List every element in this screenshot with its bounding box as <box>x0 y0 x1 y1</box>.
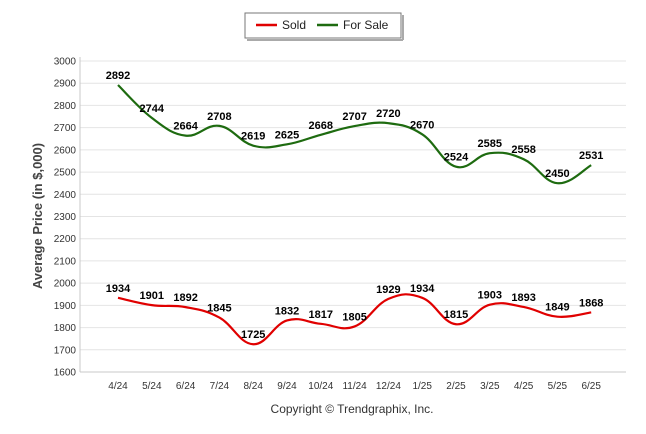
data-label-for-sale: 2558 <box>511 144 535 156</box>
data-label-sold: 1929 <box>376 284 400 296</box>
x-tick-label: 4/24 <box>108 381 128 392</box>
x-tick-label: 10/24 <box>308 381 333 392</box>
data-label-for-sale: 2744 <box>140 103 165 115</box>
data-label-sold: 1868 <box>579 297 603 309</box>
data-label-for-sale: 2670 <box>410 119 434 131</box>
data-label-for-sale: 2531 <box>579 150 603 162</box>
axes: 1600 1700 1800 1900 2000 2100 2200 2300 2400 2500… <box>54 57 626 392</box>
data-label-for-sale: 2619 <box>241 131 265 143</box>
x-tick-label: 9/24 <box>277 381 297 392</box>
y-tick-label: 1900 <box>54 301 77 312</box>
x-tick-label: 5/24 <box>142 381 162 392</box>
data-label-for-sale: 2524 <box>444 152 469 164</box>
data-label-sold: 1832 <box>275 305 299 317</box>
x-tick-label: 6/24 <box>176 381 196 392</box>
data-label-for-sale: 2668 <box>309 120 333 132</box>
y-tick-label: 2300 <box>54 212 77 223</box>
series-line-for-sale <box>117 84 592 185</box>
data-label-for-sale: 2664 <box>173 121 198 133</box>
x-tick-label: 7/24 <box>210 381 230 392</box>
y-axis-label: Average Price (in $,000) <box>30 143 45 289</box>
data-label-sold: 1934 <box>410 283 435 295</box>
data-labels: 1934 1901 1892 1845 1725 1832 1817 1805 1929 1934… <box>106 70 604 341</box>
x-tick-label: 5/25 <box>548 381 568 392</box>
x-tick-label: 4/25 <box>514 381 534 392</box>
data-label-sold: 1892 <box>173 292 197 304</box>
y-tick-label: 2400 <box>54 190 77 201</box>
data-label-sold: 1934 <box>106 283 131 295</box>
data-label-sold: 1903 <box>478 290 502 302</box>
x-tick-label: 1/25 <box>412 381 432 392</box>
data-label-sold: 1845 <box>207 303 231 315</box>
y-tick-label: 1600 <box>54 368 77 379</box>
y-tick-label: 2500 <box>54 168 77 179</box>
data-label-for-sale: 2892 <box>106 70 130 82</box>
data-label-sold: 1893 <box>511 292 535 304</box>
y-tick-label: 2700 <box>54 123 77 134</box>
y-tick-label: 2100 <box>54 256 77 267</box>
gridlines <box>80 60 626 373</box>
series-lines <box>117 84 592 346</box>
y-tick-label: 1800 <box>54 323 77 334</box>
y-tick-label: 2600 <box>54 145 77 156</box>
data-label-for-sale: 2625 <box>275 129 299 141</box>
y-tick-label: 3000 <box>54 57 77 68</box>
x-tick-label: 12/24 <box>376 381 401 392</box>
legend: Sold For Sale <box>244 12 404 41</box>
legend-label-for-sale: For Sale <box>343 18 389 32</box>
x-tick-label: 6/25 <box>581 381 601 392</box>
y-tick-label: 2200 <box>54 234 77 245</box>
y-tick-label: 2900 <box>54 79 77 90</box>
data-label-sold: 1849 <box>545 302 569 314</box>
y-tick-label: 2800 <box>54 101 77 112</box>
data-label-sold: 1815 <box>444 309 468 321</box>
y-tick-label: 2000 <box>54 279 77 290</box>
x-tick-label: 11/24 <box>342 381 367 392</box>
data-label-for-sale: 2450 <box>545 168 569 180</box>
data-label-for-sale: 2708 <box>207 111 231 123</box>
data-label-sold: 1805 <box>342 311 366 323</box>
x-tick-label: 8/24 <box>243 381 263 392</box>
y-tick-label: 1700 <box>54 345 77 356</box>
data-label-for-sale: 2707 <box>342 111 366 123</box>
data-label-sold: 1725 <box>241 329 265 341</box>
data-label-sold: 1901 <box>140 290 164 302</box>
data-label-for-sale: 2585 <box>478 138 502 150</box>
data-label-sold: 1817 <box>309 309 333 321</box>
x-tick-label: 3/25 <box>480 381 500 392</box>
legend-label-sold: Sold <box>282 18 306 32</box>
data-label-for-sale: 2720 <box>376 108 400 120</box>
copyright-text: Copyright © Trendgraphix, Inc. <box>271 402 434 416</box>
x-tick-label: 2/25 <box>446 381 466 392</box>
